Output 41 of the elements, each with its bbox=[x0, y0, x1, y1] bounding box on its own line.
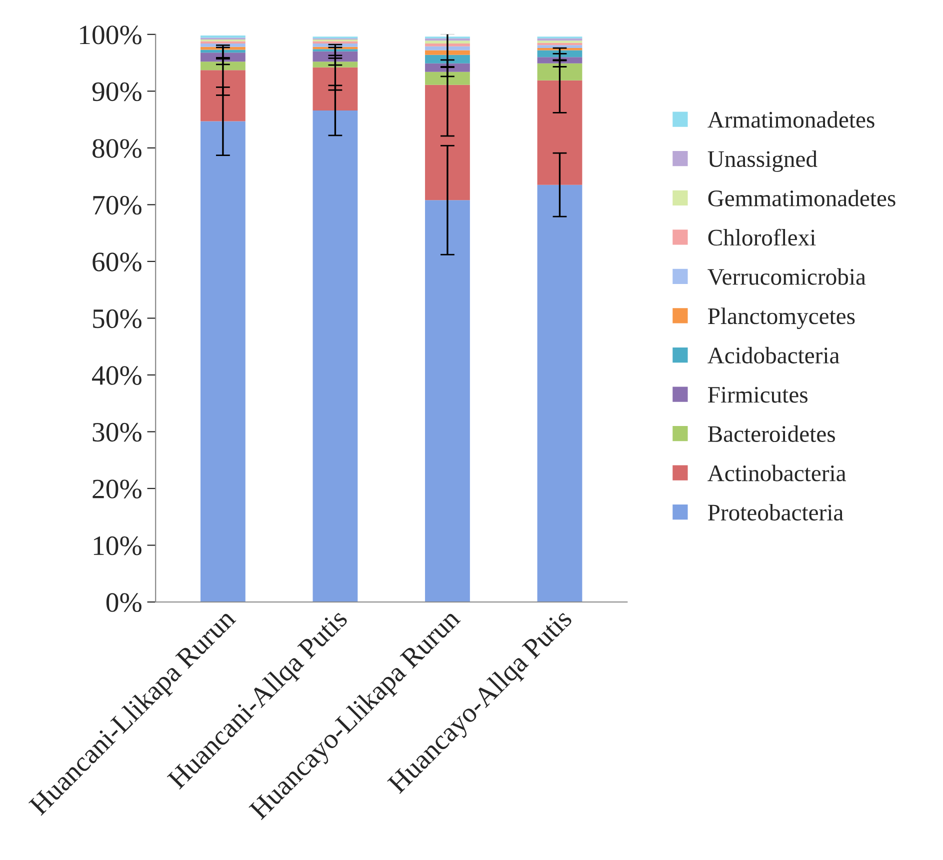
bar bbox=[200, 62, 246, 70]
y-tick-label: 80% bbox=[92, 139, 142, 158]
bar bbox=[312, 62, 358, 68]
bar bbox=[425, 43, 470, 46]
legend-label: Chloroflexi bbox=[708, 228, 816, 246]
y-tick-label: 0% bbox=[106, 593, 142, 612]
y-tick-label: 60% bbox=[92, 252, 142, 272]
bar bbox=[425, 200, 470, 602]
bar bbox=[537, 63, 582, 80]
bar bbox=[312, 67, 358, 110]
bar bbox=[312, 110, 358, 602]
bar bbox=[425, 54, 470, 64]
bar bbox=[537, 45, 582, 48]
legend-label: Acidobacteria bbox=[708, 346, 840, 364]
bar bbox=[425, 72, 470, 85]
y-tick-label: 70% bbox=[93, 196, 142, 215]
bar bbox=[537, 80, 582, 185]
legend-label: Verrucomicrobia bbox=[708, 268, 866, 286]
legend-label: Armatimonadetes bbox=[708, 111, 874, 128]
bar bbox=[200, 70, 246, 122]
legend-label: Firmicutes bbox=[708, 386, 808, 403]
legend-label: Actinobacteria bbox=[708, 464, 846, 482]
y-tick-label: 50% bbox=[93, 309, 142, 328]
bar bbox=[425, 40, 470, 44]
y-tick-label: 10% bbox=[94, 536, 142, 556]
bar bbox=[200, 121, 246, 602]
y-tick-label: 100% bbox=[80, 26, 142, 44]
y-tick-label: 90% bbox=[92, 82, 142, 102]
bar bbox=[425, 84, 470, 200]
bar bbox=[200, 50, 246, 53]
bar bbox=[537, 184, 582, 602]
legend-label: Gemmatimonadetes bbox=[708, 190, 896, 206]
legend-label: Proteobacteria bbox=[708, 504, 844, 521]
legend-label: Planctomycetes bbox=[708, 308, 855, 330]
bar bbox=[425, 46, 470, 50]
y-tick-label: 30% bbox=[92, 422, 142, 442]
legend-label: Unassigned bbox=[708, 150, 818, 172]
bar bbox=[425, 50, 470, 55]
y-tick-label: 40% bbox=[92, 366, 142, 385]
legend-label: Bacteroidetes bbox=[708, 425, 835, 442]
y-tick-label: 20% bbox=[92, 480, 142, 498]
